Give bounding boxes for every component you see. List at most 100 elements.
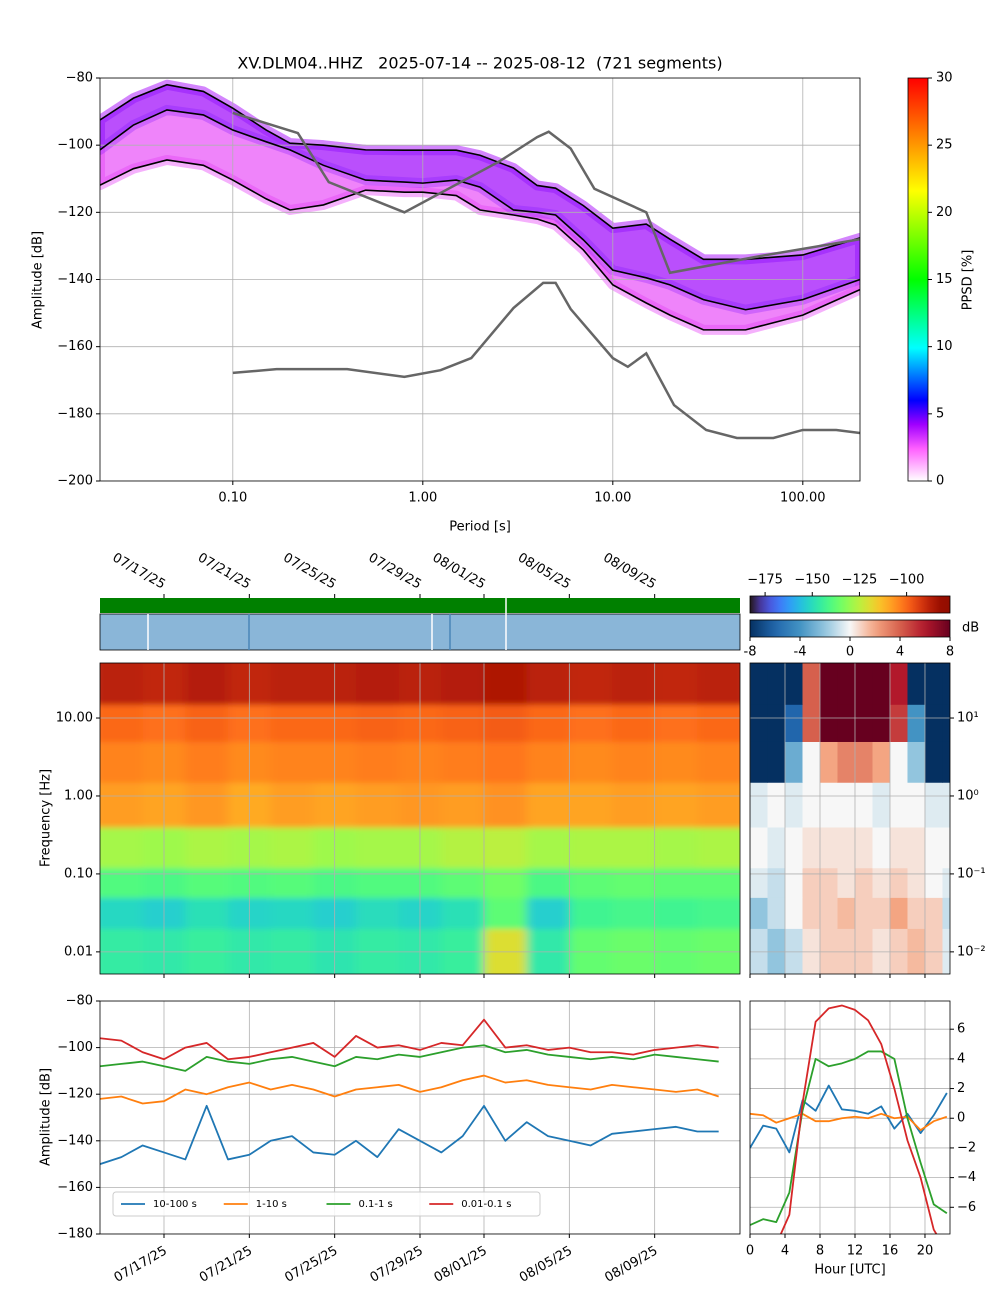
y-axis-label: Amplitude [dB] <box>31 231 46 329</box>
heatmap-cell <box>942 741 950 783</box>
heatmap-cell <box>802 741 821 783</box>
colorbar <box>749 619 951 638</box>
heatmap-cell <box>942 897 950 929</box>
heatmap-cell <box>942 782 950 828</box>
heatmap-cell <box>484 663 528 705</box>
y-tick-label: −160 <box>57 1180 93 1195</box>
heatmap-cell <box>750 704 768 742</box>
heatmap-cell <box>837 897 856 929</box>
heatmap-cell <box>889 782 908 828</box>
y-tick-label: 10⁰ <box>957 788 979 803</box>
legend-label: 0.1-1 s <box>359 1199 393 1210</box>
heatmap-cell <box>872 826 891 869</box>
x-tick-label: 4 <box>781 1244 789 1259</box>
heatmap-cell <box>784 704 803 742</box>
line <box>100 83 860 261</box>
line <box>750 1112 948 1132</box>
heatmap-cell <box>872 704 891 742</box>
x-tick-label: 16 <box>882 1244 899 1259</box>
heatmap-cell <box>924 897 943 929</box>
heatmap-cell <box>924 782 943 828</box>
heatmap-cell <box>484 704 528 743</box>
heatmap-cell <box>569 782 613 828</box>
heatmap-cell <box>784 928 803 974</box>
heatmap-cell <box>767 782 786 828</box>
y-tick-label: 0.01 <box>64 944 93 959</box>
heatmap-cell <box>784 867 803 898</box>
heatmap-cell <box>270 897 314 929</box>
heatmap-cell <box>907 928 926 974</box>
availability-bar <box>100 598 740 613</box>
plot-area <box>750 1001 950 1234</box>
heatmap-cell <box>819 867 838 898</box>
heatmap-cell <box>907 897 926 929</box>
heatmap-cell <box>526 826 570 869</box>
colorbar-tick-label: 0 <box>936 474 944 489</box>
heatmap-cell <box>270 826 314 869</box>
heatmap-cell <box>767 867 786 898</box>
heatmap-cell <box>854 897 873 929</box>
y-tick-label: 10¹ <box>957 711 979 726</box>
heatmap-cell <box>612 741 656 783</box>
heatmap-cell <box>837 782 856 828</box>
heatmap-cell <box>697 704 740 743</box>
heatmap-cell <box>837 704 856 742</box>
heatmap-cell <box>942 928 950 974</box>
heatmap-cell <box>484 867 528 898</box>
heatmap-cell <box>942 663 950 705</box>
heatmap-cell <box>767 741 786 783</box>
heatmap-cell <box>907 826 926 869</box>
heatmap-cell <box>924 867 943 898</box>
heatmap-cell <box>750 782 768 828</box>
heatmap-cell <box>526 782 570 828</box>
y-tick-label: −140 <box>57 1133 93 1148</box>
heatmap-cell <box>697 782 740 828</box>
heatmap-cell <box>612 826 656 869</box>
heatmap-cell <box>100 782 144 828</box>
heatmap-cell <box>654 663 698 705</box>
plot-area <box>100 78 860 481</box>
heatmap-cell <box>819 928 838 974</box>
heatmap-cell <box>802 928 821 974</box>
heatmap-cell <box>441 928 485 974</box>
line <box>100 1044 719 1072</box>
heatmap-cell <box>907 704 926 742</box>
heatmap-cell <box>270 663 314 705</box>
heatmap-cell <box>784 741 803 783</box>
heatmap-cell <box>802 782 821 828</box>
colorbar-tick-label: 4 <box>896 645 904 660</box>
y-tick-label: 10.00 <box>56 711 93 726</box>
heatmap-cell <box>654 704 698 743</box>
colorbar-tick-label: 30 <box>936 71 953 86</box>
heatmap-cell <box>526 704 570 743</box>
heatmap-cell <box>484 826 528 869</box>
heatmap-cell <box>569 741 613 783</box>
colorbar <box>749 595 951 614</box>
heatmap-cell <box>697 663 740 705</box>
colorbar-tick-label: 5 <box>936 406 944 421</box>
x-axis-label: Period [s] <box>449 520 511 535</box>
heatmap-cell <box>750 826 768 869</box>
axes-frame <box>99 77 861 482</box>
heatmap-cell <box>924 928 943 974</box>
line <box>232 111 860 275</box>
heatmap-cell <box>942 867 950 898</box>
heatmap-cell <box>100 663 144 705</box>
colorbar-tick-label: −150 <box>794 573 830 588</box>
heatmap-cell <box>819 826 838 869</box>
y-axis-label: Frequency [Hz] <box>39 769 54 867</box>
y-tick-label: 0 <box>957 1111 965 1126</box>
heatmap-cell <box>854 782 873 828</box>
y-tick-label: −120 <box>57 1087 93 1102</box>
y-tick-label: −160 <box>57 339 93 354</box>
heatmap-cell <box>100 704 144 743</box>
heatmap-cell <box>185 741 229 783</box>
y-tick-label: −100 <box>57 138 93 153</box>
heatmap-cell <box>854 928 873 974</box>
y-tick-label: −180 <box>57 406 93 421</box>
heatmap-cell <box>784 897 803 929</box>
heatmap-cell <box>654 741 698 783</box>
heatmap-cell <box>697 741 740 783</box>
chart-title: XV.DLM04..HHZ 2025-07-14 -- 2025-08-12 (… <box>237 54 722 73</box>
